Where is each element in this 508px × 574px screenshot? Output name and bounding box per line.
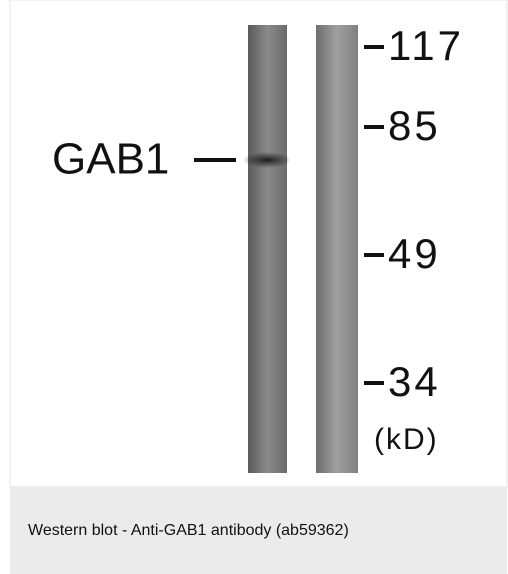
band-label: GAB1 bbox=[52, 135, 169, 184]
lane bbox=[316, 25, 358, 473]
page: {"image": {"band_label": "GAB1", "marker… bbox=[0, 0, 508, 574]
marker-label: 117 bbox=[388, 22, 464, 69]
band bbox=[243, 152, 291, 168]
caption: Western blot - Anti-GAB1 antibody (ab593… bbox=[28, 522, 349, 539]
marker-label: 34 bbox=[388, 358, 441, 405]
lane bbox=[248, 25, 287, 473]
figure: GAB1 117 85 49 34 (kD) Western blot - Anti-… bbox=[0, 0, 508, 574]
marker-label: 85 bbox=[388, 102, 441, 149]
unit-label: (kD) bbox=[374, 423, 439, 456]
marker-label: 49 bbox=[388, 230, 441, 277]
